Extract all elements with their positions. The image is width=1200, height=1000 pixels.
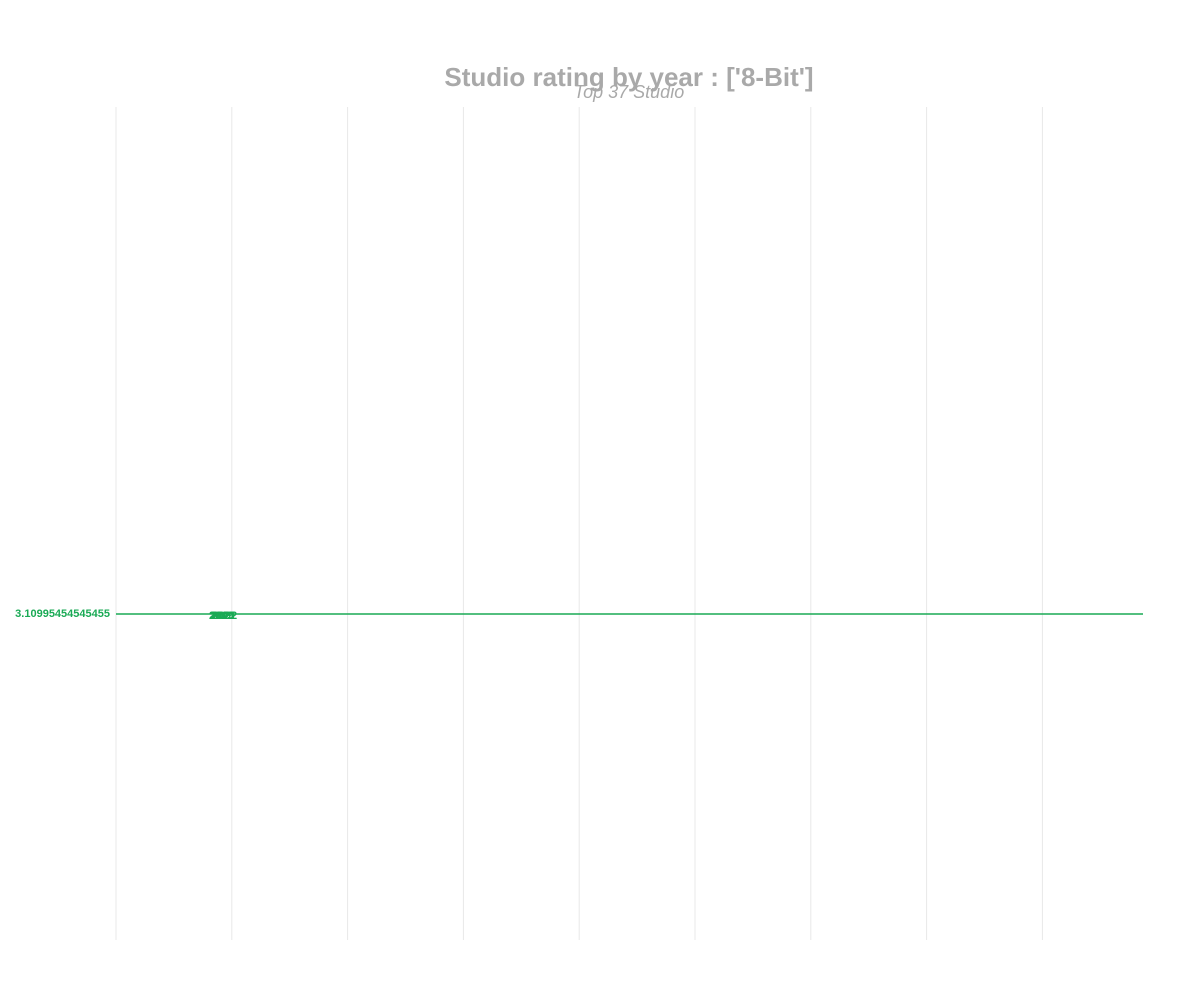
gridlines	[115, 107, 1043, 940]
series-value-label: 3.10995454545455	[15, 608, 110, 620]
year-label: 2020	[210, 610, 234, 622]
chart-subtitle: Top 37 Studio	[573, 82, 685, 102]
year-label: 2019	[209, 610, 233, 622]
chart-title: Studio rating by year : ['8-Bit']	[444, 62, 814, 92]
year-label: 2022	[213, 610, 237, 622]
year-label: 2021	[211, 610, 235, 622]
